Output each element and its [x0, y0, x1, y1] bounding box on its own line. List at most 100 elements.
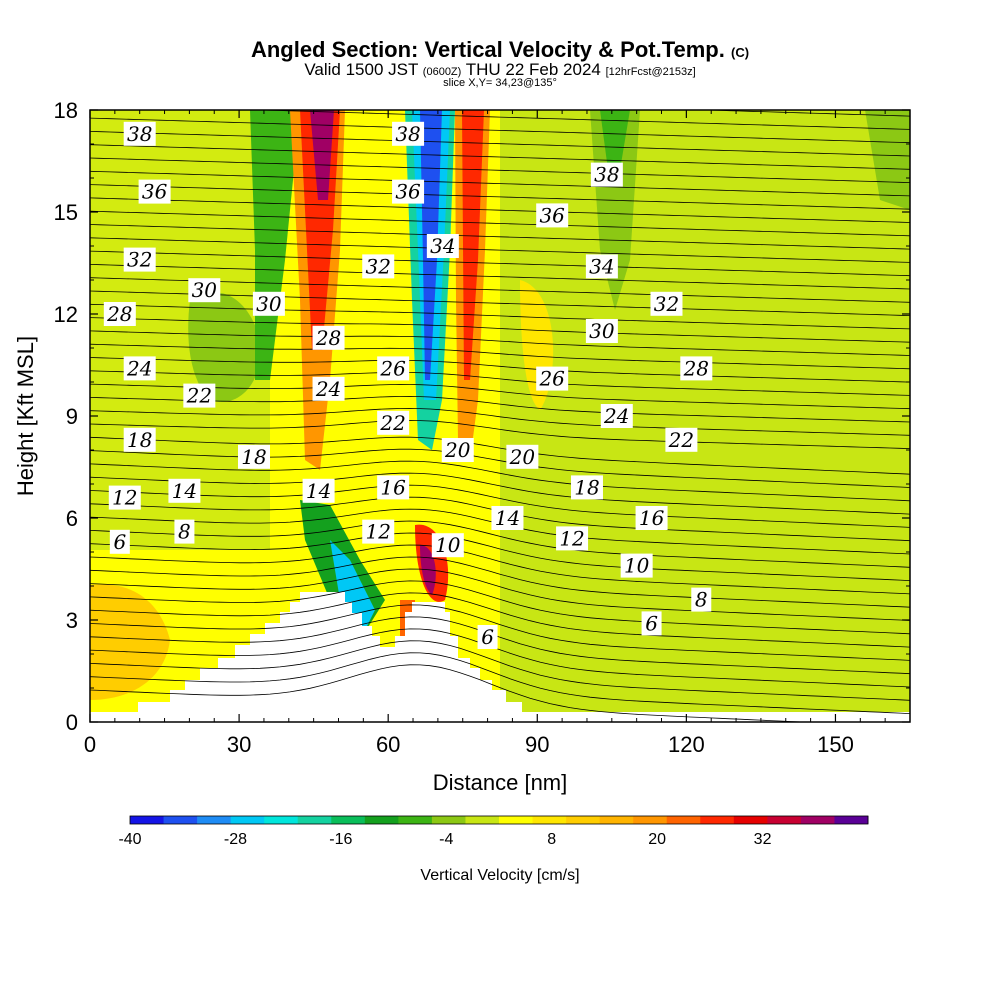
contour-label-box	[109, 529, 130, 554]
contour-label: 6	[645, 611, 658, 635]
contour-label-box	[441, 438, 474, 462]
theta-contours	[90, 110, 910, 722]
theta-contour	[90, 436, 910, 475]
theta-contour	[90, 383, 910, 410]
contour-label-box	[506, 444, 539, 469]
contour-label-box	[477, 625, 498, 649]
colorbar-swatch	[130, 816, 165, 824]
colorbar-swatch	[364, 816, 399, 824]
contour-label-box	[302, 478, 335, 503]
colorbar-tick-label: -40	[118, 831, 141, 848]
contour-label-box	[536, 203, 569, 228]
colorbar-swatch	[331, 816, 366, 824]
y-tick-label: 18	[54, 98, 78, 123]
contour-label-box	[312, 376, 345, 401]
contour-label: 18	[574, 475, 599, 499]
theta-contour	[90, 640, 910, 701]
theta-contour	[90, 157, 910, 183]
updraft-core	[310, 110, 334, 200]
contour-label-box	[491, 506, 524, 530]
theta-contour	[90, 250, 910, 277]
theta-contour	[90, 472, 910, 515]
colorbar-swatch	[566, 816, 601, 824]
contour-label-box	[635, 506, 668, 530]
x-tick-label: 120	[668, 732, 705, 757]
theta-contour	[90, 592, 910, 648]
contour-label-box	[123, 356, 156, 381]
theta-contour	[249, 110, 910, 130]
colorbar-tick-label: 8	[547, 831, 556, 848]
valid-time: Valid 1500 JST	[304, 60, 419, 79]
contour-label: 24	[603, 404, 629, 428]
contour-label: 34	[589, 254, 614, 278]
contour-label: 38	[127, 122, 152, 146]
colorbar-tick-label: 20	[648, 831, 666, 848]
colorbar-frame	[129, 815, 869, 825]
theta-contour	[90, 224, 910, 250]
y-tick-label: 12	[54, 302, 78, 327]
theta-contour	[90, 264, 910, 290]
contour-label-box	[123, 121, 156, 146]
x-tick-label: 0	[84, 732, 96, 757]
contour-label-box	[377, 410, 410, 435]
contour-label-box	[590, 162, 623, 187]
contour-label: 22	[379, 411, 405, 435]
contour-label-box	[183, 383, 216, 408]
theta-contour	[90, 520, 910, 568]
colorbar-swatch	[733, 816, 768, 824]
colorbar-tick-label: -28	[224, 831, 247, 848]
contour-label: 12	[112, 486, 137, 510]
x-tick-label: 30	[227, 732, 251, 757]
contour-label: 36	[395, 180, 421, 204]
contour-label-box	[377, 475, 410, 500]
contour-label-box	[138, 179, 171, 204]
chart-title-suffix: (C)	[731, 45, 750, 60]
colorbar-swatch	[230, 816, 265, 824]
colorbar-label: Vertical Velocity [cm/s]	[420, 867, 579, 884]
colorbar-swatch	[163, 816, 198, 824]
theta-contour	[90, 277, 910, 303]
y-tick-label: 9	[66, 404, 78, 429]
colorbar-swatch	[297, 816, 332, 824]
y-tick-label: 15	[54, 200, 78, 225]
slice-info: slice X,Y= 34,23@135°	[443, 77, 557, 89]
contour-label-box	[174, 519, 195, 544]
y-tick-label: 3	[66, 608, 78, 633]
contour-label: 14	[495, 506, 520, 530]
contour-label: 26	[538, 367, 565, 391]
contour-label-box	[585, 319, 618, 343]
colorbar-swatch	[398, 816, 433, 824]
theta-contour	[90, 370, 910, 396]
theta-contour	[90, 664, 811, 722]
contour-label: 38	[594, 163, 619, 187]
colorbar-swatch	[633, 816, 668, 824]
x-axis: 0 30 60 90 120 150	[84, 110, 886, 757]
colorbar-swatch	[264, 816, 299, 824]
x-tick-label: 90	[525, 732, 549, 757]
contour-label: 32	[366, 254, 391, 278]
contour-label: 10	[435, 533, 461, 557]
contour-label: 8	[178, 520, 191, 544]
colorbar-swatch	[800, 816, 835, 824]
theta-contour	[693, 110, 910, 117]
theta-contour	[90, 395, 910, 423]
velocity-field	[90, 110, 910, 722]
valid-date: THU 22 Feb 2024	[465, 60, 601, 79]
contour-label: 36	[142, 180, 168, 204]
theta-contour	[90, 131, 910, 157]
theta-contour	[90, 460, 910, 502]
updraft-right-core	[462, 110, 484, 380]
theta-contour	[90, 197, 910, 223]
colorbar-tick-label: -4	[439, 831, 453, 848]
contour-label: 24	[315, 377, 341, 401]
theta-contour	[90, 330, 910, 356]
contour-label-box	[650, 291, 683, 316]
contour-label-box	[600, 404, 633, 428]
contour-label-box	[585, 254, 618, 279]
colorbar-swatch	[465, 816, 500, 824]
theta-contour	[90, 144, 910, 170]
contour-label: 38	[395, 122, 420, 146]
theta-contour	[90, 532, 910, 581]
